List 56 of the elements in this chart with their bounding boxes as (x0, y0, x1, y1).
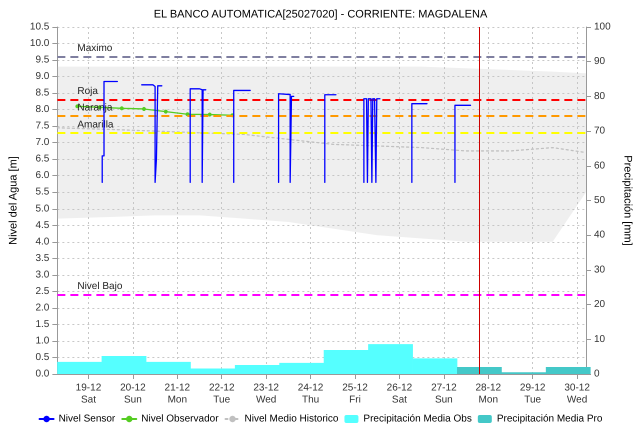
x-tick-label: 21-12 Mon (164, 382, 191, 406)
x-tick-label: 19-12 Sat (76, 382, 102, 406)
y2-tick-label: 100 (594, 22, 612, 32)
y2-tick-label: 60 (594, 160, 606, 172)
x-tick-label: 26-12 Sat (386, 382, 413, 406)
y-tick-label: 5.5 (35, 186, 50, 198)
y-tick-label: 3.5 (35, 252, 50, 264)
y-tick-label: 5.0 (35, 203, 50, 214)
x-tick-label: 23-12 Wed (253, 382, 280, 406)
y-tick-label: 6.0 (35, 170, 50, 182)
y-tick-label: 8.0 (35, 104, 50, 116)
y2-tick-label: 80 (594, 90, 606, 102)
y-tick-label: 0.0 (35, 368, 50, 380)
y-tick-label: 1.5 (35, 318, 50, 330)
legend-label: Nivel Observador (141, 414, 220, 424)
ref-line-label: Roja (77, 86, 98, 98)
x-tick-label: 22-12 Tue (208, 382, 235, 406)
x-tick-label: 29-12 Tue (520, 382, 546, 406)
y-axis-title: Nivel del Agua [m] (8, 156, 20, 245)
y2-tick-label: 40 (594, 230, 606, 241)
y-tick-label: 4.5 (35, 220, 50, 231)
legend-label: Nivel Medio Historico (244, 414, 339, 424)
y-tick-label: 10.5 (30, 22, 50, 32)
y-tick-label: 0.5 (35, 352, 50, 363)
x-tick-label: 27-12 Sun (431, 382, 458, 406)
chart-title: EL BANCO AUTOMATICA[25027020] - CORRIENTE: MAGDALENA (154, 8, 488, 20)
y2-tick-label: 50 (594, 195, 606, 206)
y-tick-label: 3.0 (35, 269, 50, 280)
y-tick-label: 9.0 (35, 71, 50, 82)
legend-label: Precipitación Media Pro (496, 414, 603, 424)
x-tick-label: 28-12 Mon (475, 382, 502, 406)
legend-label: Precipitación Media Obs (363, 414, 472, 424)
legend-label: Nivel Sensor (58, 414, 116, 424)
y2-tick-label: 90 (594, 56, 606, 68)
ref-line-label: Nivel Bajo (77, 281, 123, 292)
ref-line-label: Maximo (77, 43, 113, 54)
y-tick-label: 10.0 (30, 38, 50, 50)
y2-tick-label: 70 (594, 126, 606, 137)
y2-tick-label: 10 (594, 334, 606, 345)
y2-tick-label: 20 (594, 299, 606, 310)
y2-tick-label: 0 (594, 368, 600, 380)
y2-axis-title: Precipitación [mm] (622, 155, 634, 246)
y-tick-label: 7.0 (35, 137, 50, 148)
y2-tick-label: 30 (594, 264, 606, 276)
y-tick-label: 8.5 (35, 88, 50, 99)
y-tick-label: 6.5 (35, 154, 50, 165)
x-tick-label: 30-12 Wed (564, 382, 590, 406)
y-tick-label: 9.5 (35, 54, 50, 66)
y-tick-label: 7.5 (35, 120, 50, 132)
x-tick-label: 24-12 Thu (298, 382, 324, 406)
y-tick-label: 4.0 (35, 236, 50, 248)
y-tick-label: 2.5 (35, 286, 50, 297)
y-tick-label: 2.0 (35, 302, 50, 314)
x-tick-label: 20-12 Sun (120, 382, 146, 406)
y-tick-label: 1.0 (35, 335, 50, 346)
x-tick-label: 25-12 Fri (342, 382, 368, 406)
